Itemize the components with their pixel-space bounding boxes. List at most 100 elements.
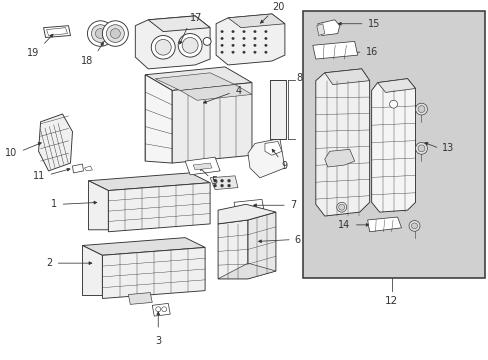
Circle shape bbox=[338, 204, 344, 210]
Text: 2: 2 bbox=[46, 258, 52, 268]
Circle shape bbox=[411, 223, 417, 229]
Polygon shape bbox=[247, 139, 285, 178]
Text: 3: 3 bbox=[155, 336, 161, 346]
Polygon shape bbox=[102, 247, 204, 298]
Circle shape bbox=[253, 30, 256, 33]
Polygon shape bbox=[234, 199, 264, 213]
Polygon shape bbox=[145, 67, 251, 90]
Text: 5: 5 bbox=[211, 176, 217, 186]
Text: 12: 12 bbox=[384, 296, 397, 306]
Circle shape bbox=[243, 51, 244, 53]
Circle shape bbox=[408, 220, 419, 231]
Circle shape bbox=[417, 106, 424, 113]
Polygon shape bbox=[172, 82, 251, 163]
Polygon shape bbox=[324, 69, 369, 85]
Polygon shape bbox=[135, 16, 210, 69]
Text: 14: 14 bbox=[338, 220, 350, 230]
Polygon shape bbox=[88, 181, 108, 230]
Circle shape bbox=[227, 184, 230, 187]
Text: 9: 9 bbox=[280, 161, 286, 171]
Text: 4: 4 bbox=[236, 86, 242, 96]
Circle shape bbox=[417, 145, 424, 152]
Text: 11: 11 bbox=[33, 171, 45, 181]
Circle shape bbox=[213, 179, 216, 182]
Polygon shape bbox=[148, 16, 210, 32]
Circle shape bbox=[221, 30, 223, 33]
Polygon shape bbox=[82, 246, 102, 296]
Polygon shape bbox=[218, 263, 275, 279]
Circle shape bbox=[264, 37, 266, 40]
Circle shape bbox=[264, 30, 266, 33]
Circle shape bbox=[102, 21, 128, 46]
Circle shape bbox=[253, 44, 256, 46]
Polygon shape bbox=[218, 220, 247, 279]
Circle shape bbox=[264, 51, 266, 53]
Circle shape bbox=[87, 21, 113, 46]
Polygon shape bbox=[315, 69, 369, 216]
Polygon shape bbox=[216, 14, 285, 65]
Circle shape bbox=[213, 184, 216, 187]
Bar bbox=[269, 80, 285, 139]
Polygon shape bbox=[317, 20, 339, 36]
Circle shape bbox=[231, 44, 234, 46]
Polygon shape bbox=[371, 79, 415, 212]
Circle shape bbox=[415, 143, 427, 154]
Circle shape bbox=[155, 40, 171, 55]
Polygon shape bbox=[185, 157, 220, 175]
Bar bbox=[302, 11, 484, 278]
Polygon shape bbox=[88, 173, 210, 190]
Circle shape bbox=[91, 25, 109, 42]
Polygon shape bbox=[264, 141, 281, 155]
Circle shape bbox=[110, 29, 120, 39]
Polygon shape bbox=[72, 164, 83, 173]
Polygon shape bbox=[218, 204, 275, 224]
Circle shape bbox=[253, 51, 256, 53]
Polygon shape bbox=[210, 176, 238, 190]
Circle shape bbox=[221, 44, 223, 46]
Polygon shape bbox=[128, 293, 152, 304]
Circle shape bbox=[221, 51, 223, 53]
Text: 6: 6 bbox=[294, 235, 301, 244]
Circle shape bbox=[203, 37, 211, 45]
Polygon shape bbox=[39, 114, 72, 171]
Text: 10: 10 bbox=[5, 148, 18, 158]
Text: 16: 16 bbox=[365, 47, 377, 57]
Circle shape bbox=[253, 37, 256, 40]
Circle shape bbox=[389, 100, 397, 108]
Polygon shape bbox=[316, 24, 324, 36]
Polygon shape bbox=[247, 212, 275, 279]
Text: 20: 20 bbox=[271, 2, 284, 12]
Polygon shape bbox=[324, 149, 354, 167]
Polygon shape bbox=[227, 14, 285, 28]
Polygon shape bbox=[82, 238, 204, 255]
Polygon shape bbox=[152, 303, 170, 316]
Circle shape bbox=[264, 44, 266, 46]
Text: 13: 13 bbox=[442, 143, 454, 153]
Polygon shape bbox=[43, 26, 70, 37]
Circle shape bbox=[221, 37, 223, 40]
Circle shape bbox=[231, 37, 234, 40]
Polygon shape bbox=[180, 85, 251, 100]
Text: 17: 17 bbox=[190, 13, 202, 23]
Circle shape bbox=[243, 44, 244, 46]
Circle shape bbox=[243, 37, 244, 40]
Polygon shape bbox=[145, 75, 172, 163]
Circle shape bbox=[231, 30, 234, 33]
Polygon shape bbox=[84, 166, 92, 171]
Circle shape bbox=[220, 179, 223, 182]
Polygon shape bbox=[193, 163, 212, 170]
Polygon shape bbox=[377, 79, 415, 93]
Text: 15: 15 bbox=[367, 19, 379, 29]
Circle shape bbox=[415, 103, 427, 115]
Text: 8: 8 bbox=[296, 73, 303, 83]
Circle shape bbox=[182, 37, 198, 53]
Polygon shape bbox=[312, 41, 357, 59]
Circle shape bbox=[220, 184, 223, 187]
Circle shape bbox=[231, 51, 234, 53]
Circle shape bbox=[227, 179, 230, 182]
Circle shape bbox=[151, 36, 175, 59]
Circle shape bbox=[178, 33, 202, 57]
Text: 19: 19 bbox=[27, 48, 40, 58]
Polygon shape bbox=[367, 217, 401, 232]
Polygon shape bbox=[155, 73, 235, 90]
